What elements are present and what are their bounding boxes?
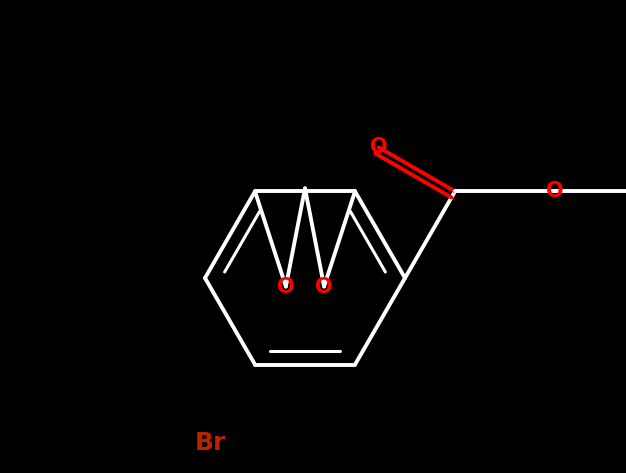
- Text: Br: Br: [194, 430, 226, 455]
- Text: O: O: [370, 137, 387, 158]
- Text: O: O: [316, 277, 333, 297]
- Text: O: O: [277, 277, 295, 297]
- Text: O: O: [546, 182, 564, 201]
